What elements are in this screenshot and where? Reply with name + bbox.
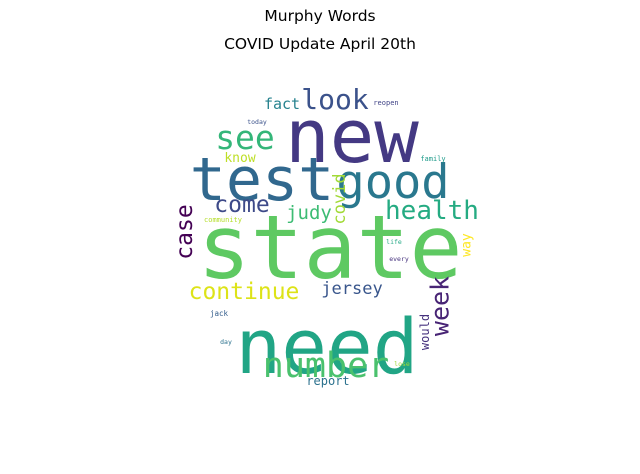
word-life: life <box>386 238 402 246</box>
word-continue: continue <box>189 279 300 305</box>
word-new: new <box>285 94 419 180</box>
word-family: family <box>420 155 445 163</box>
word-every: every <box>389 255 409 263</box>
word-today: today <box>247 118 267 126</box>
word-lose: lose <box>394 360 410 368</box>
word-community: community <box>204 216 242 224</box>
word-state: state <box>198 196 463 299</box>
word-fact: fact <box>264 95 300 113</box>
word-test: test <box>190 145 335 215</box>
word-week: week <box>426 276 455 336</box>
word-way: way <box>460 233 475 257</box>
word-see: see <box>215 118 275 157</box>
word-look: look <box>301 83 369 116</box>
word-covid: covid <box>330 173 350 224</box>
word-reopen: reopen <box>373 99 398 107</box>
word-day: day <box>220 338 232 346</box>
word-know: know <box>224 151 255 166</box>
chart-suptitle: Murphy Words <box>264 7 376 25</box>
word-judy: judy <box>286 202 332 224</box>
word-case: case <box>172 204 198 259</box>
word-would: would <box>418 314 432 350</box>
word-health: health <box>385 196 479 226</box>
word-number: number <box>263 346 389 386</box>
word-jack: jack <box>210 309 229 318</box>
word-need: need <box>235 302 418 391</box>
chart-title: COVID Update April 20th <box>224 35 416 53</box>
word-jersey: jersey <box>321 279 382 299</box>
word-good: good <box>336 155 449 210</box>
word-report: report <box>306 374 349 388</box>
word-come: come <box>214 192 269 218</box>
